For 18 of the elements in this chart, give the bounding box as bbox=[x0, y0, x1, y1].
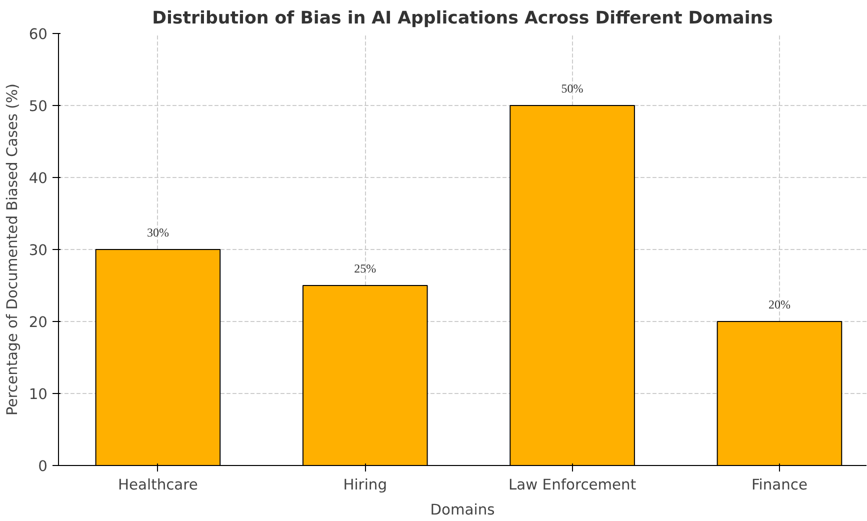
x-tick-label: Healthcare bbox=[118, 476, 198, 494]
y-tick-label: 60 bbox=[28, 26, 48, 43]
y-tick-label: 50 bbox=[28, 98, 48, 115]
y-tick-label: 0 bbox=[38, 458, 48, 475]
x-tick-label: Hiring bbox=[343, 476, 388, 494]
y-tick-label: 40 bbox=[28, 170, 48, 187]
data-label: 30% bbox=[146, 226, 169, 240]
x-tick-label: Finance bbox=[751, 476, 808, 494]
y-tick-label: 30 bbox=[28, 242, 48, 259]
y-axis-title: Percentage of Documented Biased Cases (%) bbox=[4, 83, 21, 416]
data-label: 20% bbox=[768, 298, 790, 312]
chart-title: Distribution of Bias in AI Applications Across Different Domains bbox=[152, 8, 773, 28]
data-label: 25% bbox=[354, 262, 376, 276]
x-tick-label: Law Enforcement bbox=[508, 476, 636, 494]
y-tick-label: 10 bbox=[28, 386, 48, 403]
y-tick-label: 20 bbox=[28, 314, 48, 331]
x-axis-title: Domains bbox=[430, 502, 495, 518]
data-label: 50% bbox=[561, 82, 584, 96]
